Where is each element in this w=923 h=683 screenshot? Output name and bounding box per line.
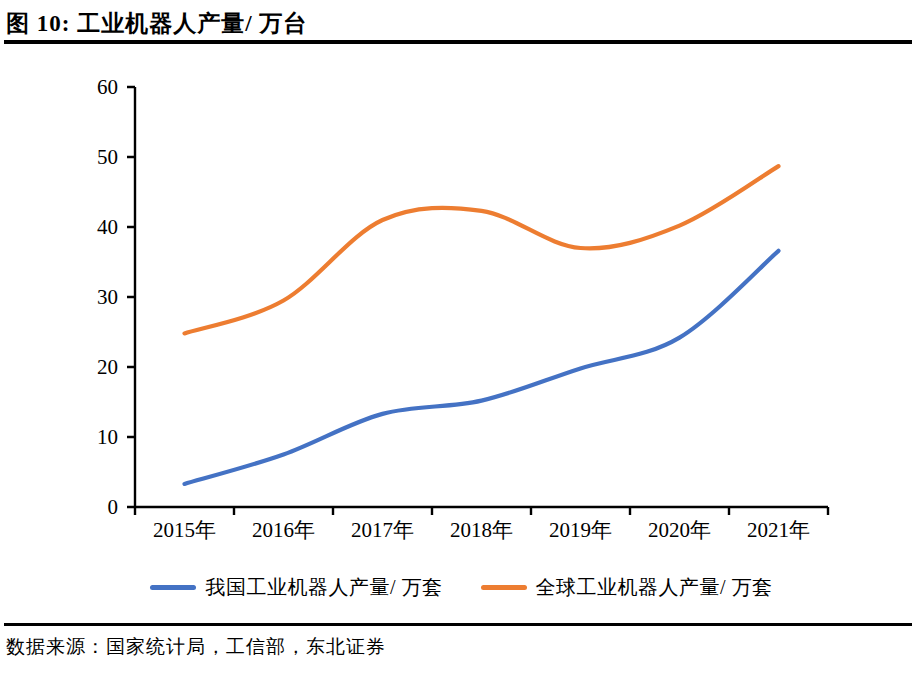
y-tick-label: 10: [0, 424, 118, 450]
source-note: 数据来源：国家统计局，工信部，东北证券: [6, 634, 916, 660]
x-tick-label: 2020年: [630, 517, 729, 543]
legend-item-global: 全球工业机器人产量/ 万套: [481, 574, 773, 601]
legend-line-swatch-orange: [481, 585, 527, 590]
figure-container: 图 10: 工业机器人产量/ 万台 0 10 20 30 40 50 60 20…: [0, 0, 923, 683]
chart-legend: 我国工业机器人产量/ 万套 全球工业机器人产量/ 万套: [0, 574, 923, 601]
y-tick-label: 60: [0, 74, 118, 100]
y-tick-label: 0: [0, 494, 118, 520]
y-tick-label: 40: [0, 214, 118, 240]
x-tick-label: 2017年: [333, 517, 432, 543]
x-tick-label: 2015年: [135, 517, 234, 543]
x-tick-label: 2018年: [432, 517, 531, 543]
y-tick-label: 20: [0, 354, 118, 380]
x-tick-label: 2021年: [729, 517, 828, 543]
legend-label: 我国工业机器人产量/ 万套: [205, 574, 442, 601]
series-line-0: [185, 251, 779, 484]
series-line-1: [185, 166, 779, 333]
legend-item-china: 我国工业机器人产量/ 万套: [150, 574, 442, 601]
x-tick-label: 2019年: [531, 517, 630, 543]
x-tick-label: 2016年: [234, 517, 333, 543]
y-tick-label: 30: [0, 284, 118, 310]
legend-label: 全球工业机器人产量/ 万套: [536, 574, 773, 601]
legend-line-swatch-blue: [150, 585, 196, 590]
footer-divider: [4, 623, 912, 626]
y-tick-label: 50: [0, 144, 118, 170]
